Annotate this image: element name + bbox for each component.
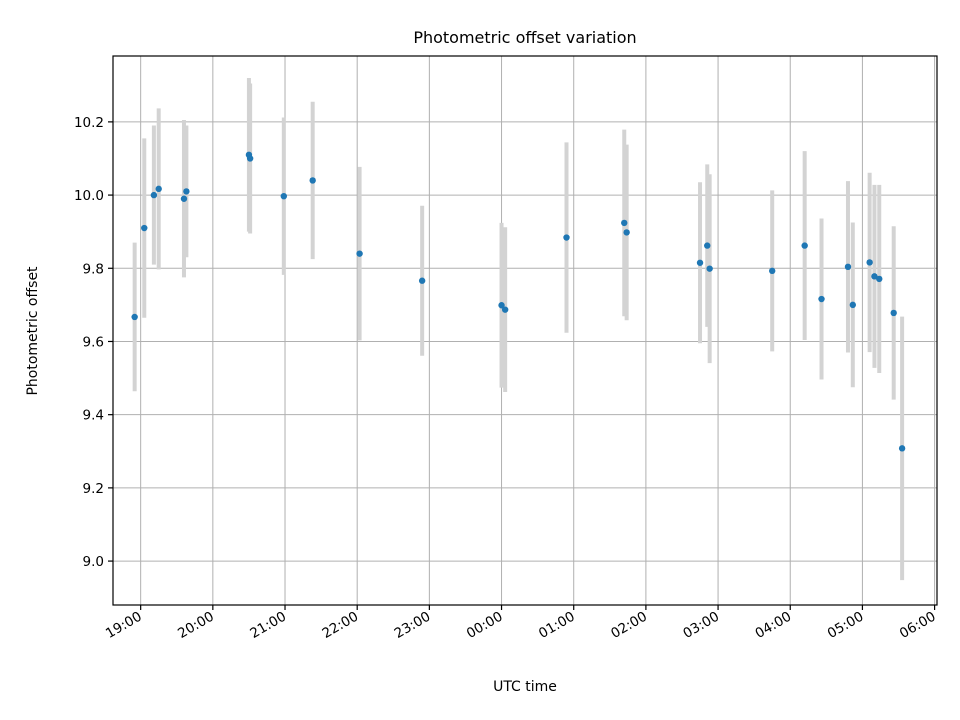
data-point <box>150 191 158 199</box>
data-point <box>696 259 704 266</box>
x-tick-label: 19:00 <box>103 609 145 642</box>
y-tick-label: 9.0 <box>83 554 104 570</box>
x-tick-label: 05:00 <box>825 609 867 642</box>
data-point <box>801 242 808 249</box>
data-point <box>183 188 190 195</box>
data-point <box>898 445 906 452</box>
data-point <box>871 273 878 280</box>
x-tick-label: 22:00 <box>319 609 361 642</box>
data-point <box>155 185 162 193</box>
data-point <box>246 155 254 162</box>
x-tick-label: 00:00 <box>464 609 506 642</box>
chart-title: Photometric offset variation <box>413 28 636 47</box>
x-tick-label: 02:00 <box>608 609 650 642</box>
data-point <box>890 309 897 317</box>
x-axis-label: UTC time <box>493 679 557 695</box>
y-tick-label: 9.6 <box>83 334 104 350</box>
x-tick-label: 21:00 <box>247 609 289 642</box>
x-tick-label: 23:00 <box>392 609 434 642</box>
data-point <box>418 277 426 284</box>
data-point <box>849 301 856 309</box>
data-point <box>309 177 316 184</box>
data-point <box>769 267 776 275</box>
data-point <box>498 302 505 309</box>
data-point <box>131 313 138 321</box>
x-tick-label: 01:00 <box>536 609 578 642</box>
x-axis-ticks: 19:00 20:00 21:00 22:00 23:00 00:00 01:00 02:00… <box>103 605 939 642</box>
data-point <box>704 242 711 249</box>
y-tick-label: 10.0 <box>74 188 104 204</box>
data-point <box>706 265 713 272</box>
data-point <box>501 306 509 313</box>
x-tick-label: 20:00 <box>175 609 217 642</box>
y-axis-label: Photometric offset <box>25 266 41 396</box>
data-point <box>141 224 148 232</box>
y-tick-label: 9.8 <box>83 261 104 277</box>
y-tick-label: 10.2 <box>74 115 104 131</box>
plot-frame <box>112 55 938 606</box>
x-tick-label: 06:00 <box>897 609 939 642</box>
data-point <box>818 295 825 303</box>
data-point <box>623 229 630 236</box>
data-point <box>180 195 188 202</box>
grid-lines <box>113 56 937 605</box>
x-tick-label: 03:00 <box>680 609 722 642</box>
data-point <box>876 275 883 283</box>
data-point <box>844 263 852 271</box>
data-point <box>563 234 570 241</box>
data-points <box>131 151 906 452</box>
y-axis-ticks: 9.0 9.2 9.4 9.6 9.8 10.0 10.2 <box>74 115 113 570</box>
data-point <box>621 219 628 227</box>
y-tick-label: 9.4 <box>83 408 104 424</box>
data-point <box>280 192 288 200</box>
data-point <box>356 250 363 257</box>
data-point <box>866 259 873 266</box>
y-tick-label: 9.2 <box>83 481 104 497</box>
x-tick-label: 04:00 <box>753 609 795 642</box>
